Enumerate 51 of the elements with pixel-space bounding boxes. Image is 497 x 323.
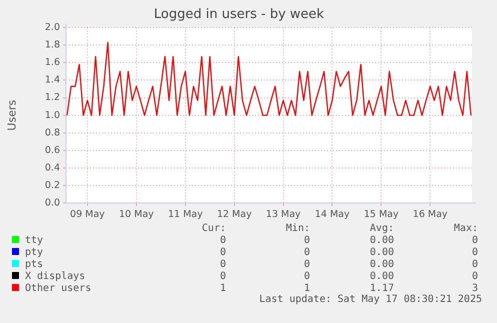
y-axis-title: Users xyxy=(5,100,18,131)
text: 0 xyxy=(302,270,310,282)
text: 1 xyxy=(302,282,310,294)
legend-label: pty xyxy=(24,246,44,258)
legend-label: Other users xyxy=(24,282,92,294)
text: 0.00 xyxy=(368,246,394,258)
y-tick-label: 0.0 xyxy=(44,197,60,208)
y-tick-label: 1.4 xyxy=(44,74,60,86)
text: 0 xyxy=(470,246,478,258)
y-tick-label: 0.8 xyxy=(44,127,60,138)
y-tick-label: 2.0 xyxy=(44,22,60,34)
legend-label: X displays xyxy=(24,270,86,282)
text: 0.00 xyxy=(368,270,394,282)
legend-label: tty xyxy=(24,234,44,246)
text: 0 xyxy=(470,270,478,282)
text: 1 xyxy=(218,282,226,294)
text: 0 xyxy=(218,270,226,282)
y-tick-label: 0.6 xyxy=(44,144,60,156)
x-tick-label: 12 May xyxy=(216,209,252,220)
y-tick-label: 1.2 xyxy=(44,92,60,104)
y-tick-label: 1.6 xyxy=(44,57,60,68)
text: 0.00 xyxy=(368,258,394,270)
chart-title: Logged in users - by week xyxy=(154,7,325,22)
text: 0 xyxy=(470,258,478,270)
x-tick-label: 15 May xyxy=(364,209,399,220)
text: 0 xyxy=(302,246,310,258)
text: 0 xyxy=(218,246,226,258)
text: 0 xyxy=(470,234,478,246)
text: 0.00 xyxy=(368,234,394,246)
x-tick-label: 14 May xyxy=(314,209,350,220)
text: 0 xyxy=(302,258,310,270)
x-tick-label: 16 May xyxy=(412,209,448,220)
text: 0 xyxy=(302,234,310,246)
y-tick-label: 0.4 xyxy=(44,162,60,174)
x-tick-label: 10 May xyxy=(119,209,154,220)
y-tick-label: 1.0 xyxy=(44,110,60,121)
text: 0 xyxy=(218,234,226,246)
text: Cur: xyxy=(200,222,226,234)
text: 0 xyxy=(218,258,226,270)
text: Min: xyxy=(284,222,310,234)
text: 1.17 xyxy=(368,282,394,294)
text: 3 xyxy=(470,282,478,294)
y-tick-label: 0.2 xyxy=(44,180,60,191)
text: Last update: Sat May 17 08:30:21 2025 xyxy=(258,294,482,305)
legend-label: pts xyxy=(24,258,44,270)
x-tick-label: 11 May xyxy=(168,209,204,220)
x-tick-label: 13 May xyxy=(266,209,302,220)
text: Avg: xyxy=(368,222,394,234)
x-tick-label: 09 May xyxy=(70,209,106,220)
text: Max: xyxy=(452,222,478,234)
y-tick-label: 1.8 xyxy=(44,40,60,51)
